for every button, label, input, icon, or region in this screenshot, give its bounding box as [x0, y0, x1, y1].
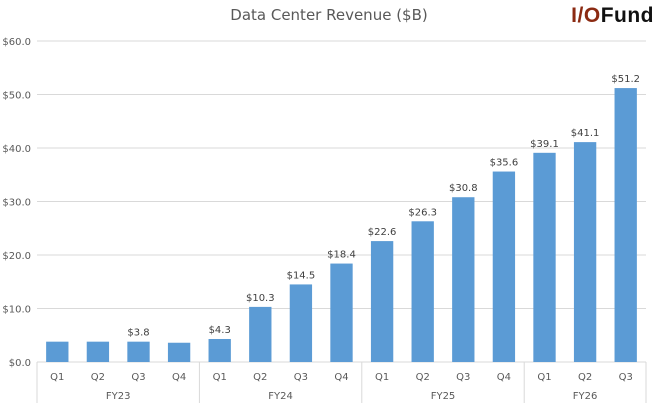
logo-fund: Fund	[600, 4, 654, 27]
chart-title: Data Center Revenue ($B)	[230, 6, 428, 24]
io-fund-logo: I/OFund	[571, 4, 654, 28]
bar	[249, 306, 272, 362]
y-tick-label: $50.0	[2, 91, 31, 102]
data-label: $26.3	[408, 207, 437, 218]
quarter-label: Q1	[50, 372, 64, 383]
quarter-label: Q4	[334, 372, 348, 383]
quarter-label: Q2	[416, 372, 430, 383]
y-tick-label: $0.0	[9, 358, 31, 369]
data-label: $22.6	[368, 227, 397, 238]
fiscal-year-label: FY26	[573, 391, 598, 402]
data-label: $14.5	[287, 270, 316, 281]
bar	[614, 88, 637, 362]
data-label: $51.2	[611, 74, 640, 85]
quarter-label: Q1	[213, 372, 227, 383]
quarter-label: Q4	[172, 372, 186, 383]
fiscal-year-label: FY25	[431, 391, 456, 402]
y-tick-label: $10.0	[2, 305, 31, 316]
bar	[330, 263, 353, 362]
y-tick-label: $40.0	[2, 144, 31, 155]
data-label: $10.3	[246, 293, 275, 304]
quarter-label: Q2	[91, 372, 105, 383]
bar	[370, 241, 394, 362]
quarter-label: Q3	[456, 372, 470, 383]
quarter-label: Q3	[294, 372, 308, 383]
bar	[533, 152, 556, 362]
data-label: $18.4	[327, 250, 356, 261]
quarter-label: Q1	[537, 372, 551, 383]
quarter-label: Q1	[375, 372, 389, 383]
quarter-label: Q2	[578, 372, 592, 383]
quarter-label: Q2	[253, 372, 267, 383]
data-label: $39.1	[530, 139, 559, 150]
y-tick-label: $30.0	[2, 198, 31, 209]
y-tick-label: $60.0	[2, 37, 31, 48]
bar	[573, 142, 597, 362]
bar	[452, 197, 475, 362]
bar	[127, 341, 150, 362]
bar	[86, 341, 110, 362]
data-label: $3.8	[127, 328, 149, 339]
bar	[411, 221, 434, 362]
data-label: $41.1	[571, 128, 600, 139]
quarter-label: Q4	[497, 372, 511, 383]
bar	[208, 338, 231, 362]
data-label: $30.8	[449, 183, 478, 194]
bar	[492, 171, 516, 362]
bar	[46, 341, 69, 362]
quarter-label: Q3	[131, 372, 145, 383]
y-tick-label: $20.0	[2, 251, 31, 262]
fiscal-year-label: FY23	[106, 391, 131, 402]
bar	[167, 342, 191, 362]
data-label: $35.6	[490, 158, 519, 169]
fiscal-year-label: FY24	[268, 391, 293, 402]
data-label: $4.3	[209, 325, 231, 336]
quarter-label: Q3	[619, 372, 633, 383]
logo-io: I/O	[571, 4, 601, 27]
bar	[289, 284, 313, 362]
